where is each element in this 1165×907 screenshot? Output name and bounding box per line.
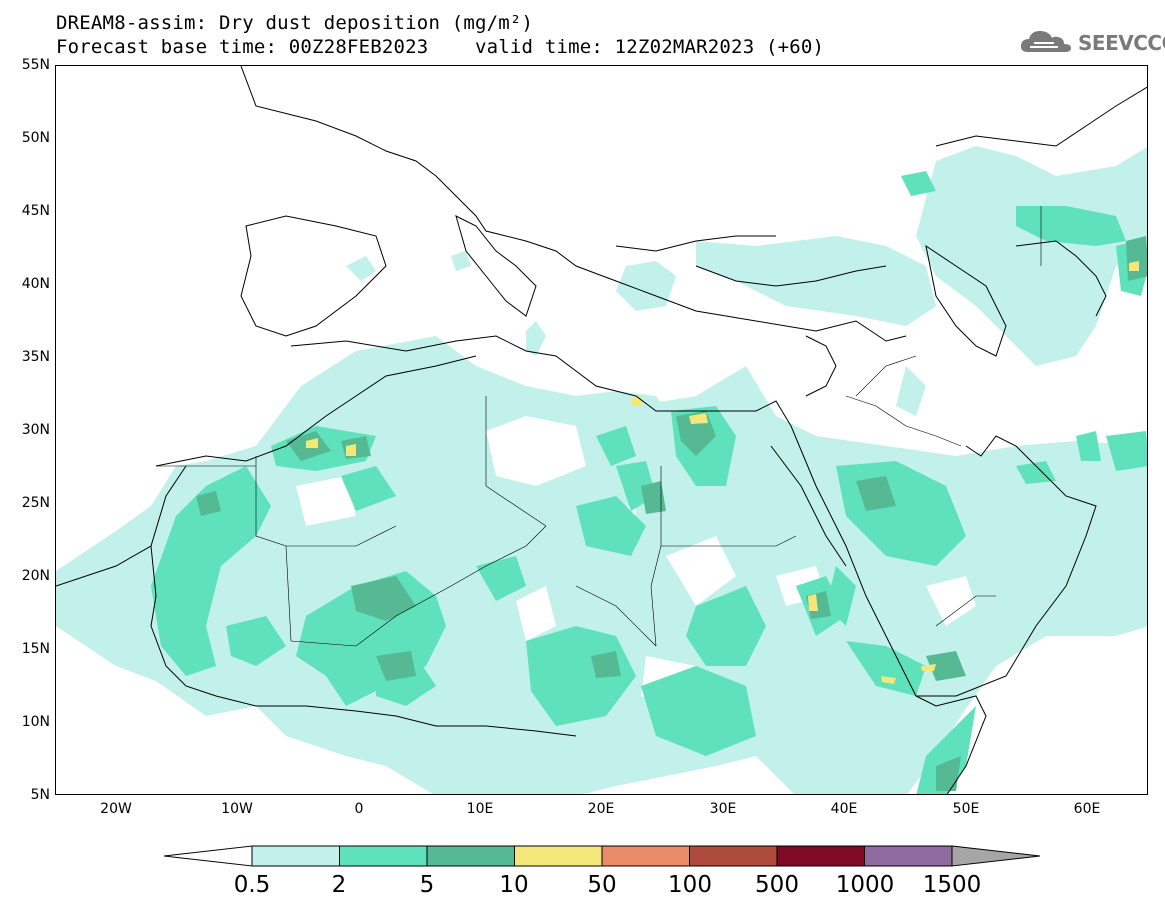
legend-label: 2 <box>331 872 347 898</box>
dust-map <box>55 65 1148 795</box>
lon-label: 40E <box>830 801 858 817</box>
colorbar-box <box>689 845 778 867</box>
lat-label: 30N <box>21 422 50 438</box>
legend-label: 10 <box>499 872 529 898</box>
lon-label: 10E <box>466 801 494 817</box>
legend-label: 0.5 <box>233 872 271 898</box>
chart-title: DREAM8-assim: Dry dust deposition (mg/m²… <box>56 12 534 34</box>
lon-label: 10W <box>221 801 253 817</box>
lat-label: 40N <box>21 276 50 292</box>
colorbar-box <box>251 845 340 867</box>
colorbar-box <box>339 845 428 867</box>
forecast-time-subtitle: Forecast base time: 00Z28FEB2023 valid t… <box>56 36 825 58</box>
lat-label: 5N <box>30 787 50 803</box>
lon-label: 60E <box>1073 801 1101 817</box>
lon-label: 0 <box>354 801 364 817</box>
colorbar-box <box>514 845 603 867</box>
cloud-icon <box>1018 26 1074 60</box>
lon-label: 20W <box>100 801 132 817</box>
lat-label: 55N <box>21 57 50 73</box>
lat-label: 20N <box>21 568 50 584</box>
legend-label: 50 <box>587 872 617 898</box>
colorbar-box <box>426 845 515 867</box>
legend-label: 1000 <box>835 872 895 898</box>
colorbar <box>163 845 1041 867</box>
legend-label: 100 <box>668 872 712 898</box>
lat-label: 15N <box>21 641 50 657</box>
colorbar-boxes <box>251 845 953 867</box>
lat-label: 50N <box>21 130 50 146</box>
lat-label: 10N <box>21 714 50 730</box>
country-borders <box>156 206 1042 647</box>
legend-label: 5 <box>419 872 435 898</box>
logo-text: SEEVCCC <box>1078 31 1165 55</box>
colorbar-box <box>601 845 690 867</box>
lat-label: 35N <box>21 349 50 365</box>
coastlines-borders <box>56 66 1147 794</box>
colorbar-box <box>776 845 865 867</box>
colorbar-box <box>864 845 953 867</box>
lat-label: 25N <box>21 495 50 511</box>
colorbar-under-arrow <box>163 845 253 867</box>
deposition-level-4 <box>306 261 1139 684</box>
lon-label: 30E <box>709 801 737 817</box>
legend-label: 1500 <box>922 872 982 898</box>
seevccc-logo: SEEVCCC <box>1018 26 1165 60</box>
lon-label: 20E <box>587 801 615 817</box>
map-canvas <box>56 66 1147 794</box>
lat-label: 45N <box>21 203 50 219</box>
legend-label: 500 <box>755 872 799 898</box>
lon-label: 50E <box>952 801 980 817</box>
colorbar-over-arrow <box>951 845 1041 867</box>
